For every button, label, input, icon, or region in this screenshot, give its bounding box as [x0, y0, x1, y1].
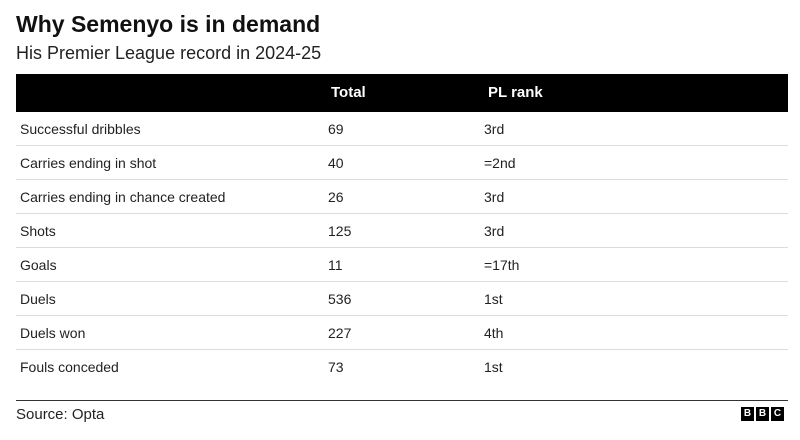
- header-pl-rank: PL rank: [488, 84, 543, 101]
- bbc-logo-letter: C: [771, 407, 784, 421]
- row-pl-rank: =17th: [484, 257, 520, 273]
- table-row: Duels 536 1st: [16, 282, 788, 316]
- row-total: 69: [328, 121, 344, 137]
- row-pl-rank: 3rd: [484, 121, 505, 137]
- chart-title: Why Semenyo is in demand: [16, 11, 321, 37]
- table-row: Goals 11 =17th: [16, 248, 788, 282]
- chart-subtitle: His Premier League record in 2024-25: [16, 43, 322, 63]
- row-total: 26: [328, 189, 344, 205]
- table-header: Total PL rank: [16, 74, 788, 112]
- bbc-logo: B B C: [741, 407, 784, 421]
- footer-divider: [16, 400, 788, 401]
- row-label: Duels: [20, 291, 56, 307]
- table-body: Successful dribbles 69 3rd Carries ending i…: [16, 112, 788, 384]
- row-total: 11: [328, 257, 343, 273]
- row-label: Successful dribbles: [20, 121, 141, 137]
- row-total: 227: [328, 325, 352, 341]
- row-pl-rank: 1st: [484, 359, 503, 375]
- table-row: Fouls conceded 73 1st: [16, 350, 788, 384]
- row-label: Shots: [20, 223, 56, 239]
- row-label: Fouls conceded: [20, 359, 119, 375]
- row-total: 73: [328, 359, 344, 375]
- header-total: Total: [331, 84, 366, 101]
- table-row: Carries ending in chance created 26 3rd: [16, 180, 788, 214]
- row-pl-rank: 3rd: [484, 189, 505, 205]
- row-total: 125: [328, 223, 352, 239]
- row-label: Duels won: [20, 325, 86, 341]
- table-row: Shots 125 3rd: [16, 214, 788, 248]
- row-label: Carries ending in chance created: [20, 189, 226, 205]
- stats-table: Total PL rank Successful dribbles 69 3rd Ca…: [16, 74, 788, 384]
- bbc-logo-letter: B: [741, 407, 754, 421]
- row-pl-rank: =2nd: [484, 155, 516, 171]
- table-row: Carries ending in shot 40 =2nd: [16, 146, 788, 180]
- table-row: Duels won 227 4th: [16, 316, 788, 350]
- row-total: 536: [328, 291, 352, 307]
- row-pl-rank: 1st: [484, 291, 503, 307]
- row-pl-rank: 3rd: [484, 223, 505, 239]
- row-label: Carries ending in shot: [20, 155, 157, 171]
- row-label: Goals: [20, 257, 57, 273]
- source-note: Source: Opta: [16, 406, 105, 423]
- row-total: 40: [328, 155, 344, 171]
- table-row: Successful dribbles 69 3rd: [16, 112, 788, 146]
- row-pl-rank: 4th: [484, 325, 504, 341]
- bbc-logo-letter: B: [756, 407, 769, 421]
